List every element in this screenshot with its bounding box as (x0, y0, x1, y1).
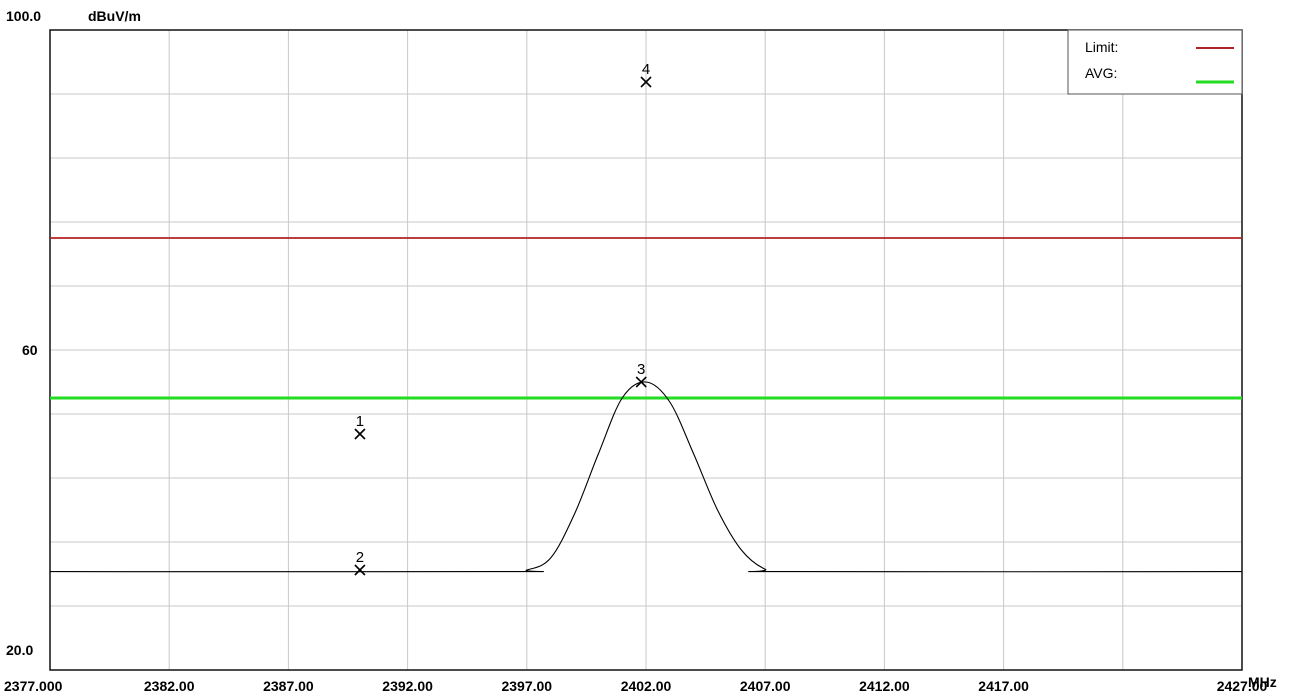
marker-label: 4 (642, 61, 650, 78)
x-tick-label: 2427.00 (1217, 678, 1268, 694)
marker-4: 4 (640, 61, 652, 88)
limit-lines (50, 237, 1242, 400)
marker-3: 3 (635, 361, 647, 388)
marker-x-stroke (635, 376, 647, 388)
y-tick-label: 100.0 (6, 8, 41, 24)
plot-frame (49, 29, 1243, 671)
x-axis-tick-labels: 2377.000 2382.00 2387.00 2392.00 2397.00 2402… (4, 678, 1268, 694)
x-tick-label: 2417.00 (978, 678, 1029, 694)
marker-label: 3 (637, 361, 645, 378)
marker-label: 1 (356, 413, 364, 430)
marker-x-stroke (354, 564, 366, 576)
x-tick-label: 2377.000 (4, 678, 63, 694)
marker-2: 2 (354, 549, 366, 576)
legend-avg-label: AVG: (1085, 65, 1117, 81)
marker-x-stroke (354, 428, 366, 440)
y-tick-label: 20.0 (6, 642, 33, 658)
marker-x-stroke (640, 76, 652, 88)
series-line (49, 381, 1243, 573)
x-tick-label: 2382.00 (144, 678, 195, 694)
x-tick-label: 2392.00 (382, 678, 433, 694)
markers: 1 2 3 4 (354, 61, 652, 576)
y-tick-label: 60 (22, 342, 38, 358)
marker-1: 1 (354, 413, 366, 440)
marker-label: 2 (356, 549, 364, 566)
x-tick-label: 2402.00 (621, 678, 672, 694)
y-axis-tick-labels: 100.0 60 20.0 (6, 8, 41, 658)
x-tick-label: 2397.00 (501, 678, 552, 694)
x-tick-label: 2407.00 (740, 678, 791, 694)
legend: Limit: AVG: (1067, 29, 1243, 95)
y-axis-unit-label: dBuV/m (88, 8, 141, 24)
x-axis-unit-label: MHz (1248, 674, 1277, 690)
series-layer (49, 381, 1243, 573)
x-tick-label: 2412.00 (859, 678, 910, 694)
x-tick-label: 2387.00 (263, 678, 314, 694)
legend-limit-label: Limit: (1085, 39, 1118, 55)
